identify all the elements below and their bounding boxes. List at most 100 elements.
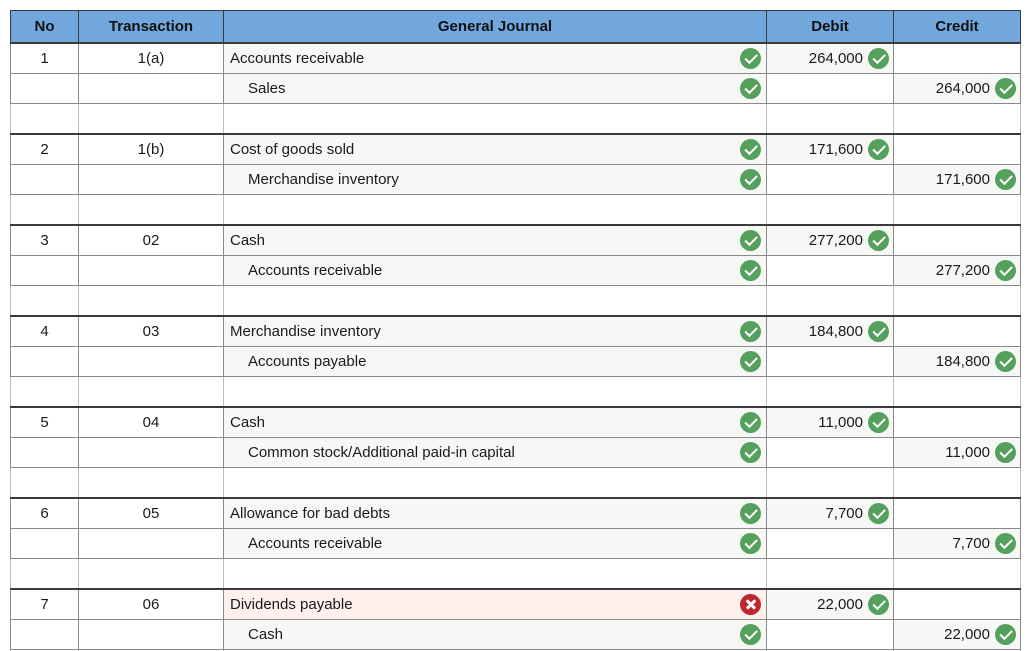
column-header-credit: Credit — [893, 10, 1021, 44]
entry-number-cell — [10, 255, 79, 286]
account-cell[interactable]: Merchandise inventory — [223, 164, 767, 195]
account-cell[interactable]: Accounts receivable — [223, 528, 767, 559]
debit-amount-cell[interactable]: 184,800 — [766, 315, 894, 347]
credit-amount-cell[interactable] — [893, 42, 1021, 74]
check-icon — [995, 260, 1016, 281]
entry-number-cell: 5 — [10, 406, 79, 438]
column-header-general-journal: General Journal — [223, 10, 767, 44]
debit-amount-cell[interactable]: 277,200 — [766, 224, 894, 256]
check-icon — [868, 48, 889, 69]
debit-amount-cell[interactable] — [766, 619, 894, 650]
check-icon — [995, 624, 1016, 645]
entry-2-credit-row: Merchandise inventory 171,600 — [10, 164, 1021, 195]
account-cell[interactable]: Accounts payable — [223, 346, 767, 377]
credit-amount-cell[interactable]: 171,600 — [893, 164, 1021, 195]
debit-amount-cell[interactable] — [766, 255, 894, 286]
account-cell[interactable]: Common stock/Additional paid-in capital — [223, 437, 767, 468]
transaction-cell: 1(a) — [78, 42, 224, 74]
transaction-cell: 04 — [78, 406, 224, 438]
credit-amount: 277,200 — [935, 262, 990, 279]
entry-4-credit-row: Accounts payable 184,800 — [10, 346, 1021, 377]
entry-number-cell — [10, 528, 79, 559]
entry-5-debit-row: 5 04 Cash 11,000 — [10, 406, 1021, 438]
spacer-row — [10, 467, 1021, 499]
debit-amount-cell[interactable] — [766, 528, 894, 559]
transaction-cell: 02 — [78, 224, 224, 256]
entry-number-cell: 7 — [10, 588, 79, 620]
check-icon — [868, 594, 889, 615]
transaction-cell: 1(b) — [78, 133, 224, 165]
table-header-row: No Transaction General Journal Debit Cre… — [10, 10, 1021, 44]
debit-amount-cell[interactable]: 171,600 — [766, 133, 894, 165]
account-cell[interactable]: Dividends payable — [223, 588, 767, 620]
account-cell[interactable]: Cost of goods sold — [223, 133, 767, 165]
account-cell[interactable]: Allowance for bad debts — [223, 497, 767, 529]
transaction-cell — [78, 73, 224, 104]
entry-7-credit-row: Cash 22,000 — [10, 619, 1021, 650]
entry-number-cell: 3 — [10, 224, 79, 256]
entry-number-cell — [10, 437, 79, 468]
column-header-debit: Debit — [766, 10, 894, 44]
credit-amount-cell[interactable]: 184,800 — [893, 346, 1021, 377]
debit-amount-cell[interactable] — [766, 346, 894, 377]
general-journal-table: No Transaction General Journal Debit Cre… — [10, 10, 1021, 651]
entry-3-debit-row: 3 02 Cash 277,200 — [10, 224, 1021, 256]
entry-number-cell — [10, 164, 79, 195]
entry-6-debit-row: 6 05 Allowance for bad debts 7,700 — [10, 497, 1021, 529]
entry-5-credit-row: Common stock/Additional paid-in capital … — [10, 437, 1021, 468]
credit-amount-cell[interactable]: 264,000 — [893, 73, 1021, 104]
debit-amount-cell[interactable] — [766, 73, 894, 104]
account-name: Dividends payable — [230, 596, 353, 613]
debit-amount-cell[interactable] — [766, 437, 894, 468]
check-icon — [995, 533, 1016, 554]
debit-amount-cell[interactable]: 264,000 — [766, 42, 894, 74]
spacer-row — [10, 376, 1021, 408]
account-cell[interactable]: Cash — [223, 224, 767, 256]
credit-amount-cell[interactable] — [893, 315, 1021, 347]
check-icon — [740, 321, 761, 342]
credit-amount-cell[interactable]: 22,000 — [893, 619, 1021, 650]
transaction-cell — [78, 528, 224, 559]
entry-3-credit-row: Accounts receivable 277,200 — [10, 255, 1021, 286]
credit-amount-cell[interactable] — [893, 224, 1021, 256]
entry-number-cell: 2 — [10, 133, 79, 165]
credit-amount: 22,000 — [944, 626, 990, 643]
credit-amount-cell[interactable] — [893, 406, 1021, 438]
account-name: Accounts payable — [248, 353, 367, 370]
account-cell[interactable]: Cash — [223, 406, 767, 438]
credit-amount-cell[interactable]: 11,000 — [893, 437, 1021, 468]
account-cell[interactable]: Cash — [223, 619, 767, 650]
account-cell[interactable]: Sales — [223, 73, 767, 104]
credit-amount-cell[interactable] — [893, 588, 1021, 620]
spacer-row — [10, 649, 1021, 651]
debit-amount: 171,600 — [808, 141, 863, 158]
credit-amount: 7,700 — [952, 535, 990, 552]
debit-amount: 184,800 — [808, 323, 863, 340]
account-cell[interactable]: Accounts receivable — [223, 42, 767, 74]
check-icon — [740, 260, 761, 281]
transaction-cell — [78, 164, 224, 195]
credit-amount-cell[interactable] — [893, 133, 1021, 165]
credit-amount-cell[interactable]: 277,200 — [893, 255, 1021, 286]
account-name: Cost of goods sold — [230, 141, 355, 158]
credit-amount: 184,800 — [935, 353, 990, 370]
check-icon — [740, 503, 761, 524]
account-cell[interactable]: Accounts receivable — [223, 255, 767, 286]
credit-amount-cell[interactable]: 7,700 — [893, 528, 1021, 559]
debit-amount-cell[interactable]: 7,700 — [766, 497, 894, 529]
entry-number-cell: 4 — [10, 315, 79, 347]
check-icon — [995, 442, 1016, 463]
check-icon — [868, 412, 889, 433]
account-cell[interactable]: Merchandise inventory — [223, 315, 767, 347]
check-icon — [995, 78, 1016, 99]
debit-amount-cell[interactable]: 22,000 — [766, 588, 894, 620]
entry-number-cell — [10, 346, 79, 377]
check-icon — [868, 230, 889, 251]
credit-amount-cell[interactable] — [893, 497, 1021, 529]
account-name: Cash — [248, 626, 284, 643]
check-icon — [868, 139, 889, 160]
debit-amount-cell[interactable] — [766, 164, 894, 195]
debit-amount-cell[interactable]: 11,000 — [766, 406, 894, 438]
transaction-cell: 05 — [78, 497, 224, 529]
